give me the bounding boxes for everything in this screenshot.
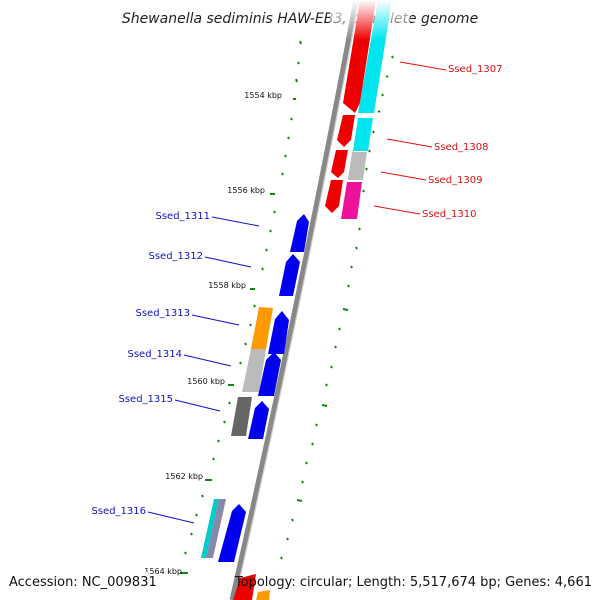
gene-block-ssed-1311 <box>290 214 309 252</box>
gene-block-ssed-1314 <box>258 352 281 396</box>
gene-block-ssed-1315-grey <box>231 397 252 436</box>
kbp-label-1560: 1560 kbp <box>187 377 225 386</box>
genome-backbone-highlight <box>234 0 360 600</box>
kbp-label-1558: 1558 kbp <box>208 281 246 290</box>
right-gene-labels <box>373 61 447 215</box>
top-fade <box>330 0 410 40</box>
gene-block-ssed-1308-cyan <box>353 118 373 151</box>
topology-text: Topology: circular; Length: 5,517,674 bp… <box>234 575 592 590</box>
kbp-label-1562: 1562 kbp <box>165 472 203 481</box>
gene-label-ssed-1309[interactable]: Ssed_1309 <box>428 175 483 186</box>
outer-tick-track <box>180 40 302 574</box>
gene-block-ssed-1313-orange <box>251 307 273 349</box>
gene-block-ssed-1308 <box>337 115 355 147</box>
gene-block-ssed-1309 <box>331 150 348 178</box>
footer-accession-bg <box>6 572 148 590</box>
kbp-label-1564: 1564 kbp <box>144 567 182 576</box>
gene-block-ssed-1316-cyan <box>201 499 219 558</box>
inner-tick-track <box>275 55 394 579</box>
reverse-strand-genes <box>201 214 309 562</box>
footer-topology-bg <box>258 572 598 590</box>
gene-block-ssed-1316-grey <box>206 499 226 558</box>
gene-label-ssed-1310[interactable]: Ssed_1310 <box>422 209 477 220</box>
gene-label-ssed-1315[interactable]: Ssed_1315 <box>118 394 173 405</box>
gene-label-ssed-1308[interactable]: Ssed_1308 <box>434 142 489 153</box>
genome-backbone <box>229 0 359 600</box>
gene-block-ssed-1316 <box>218 504 246 562</box>
kbp-label-1554: 1554 kbp <box>244 91 282 100</box>
gene-label-ssed-1307[interactable]: Ssed_1307 <box>448 64 503 75</box>
gene-block-ssed-1310-magenta <box>341 182 362 219</box>
gene-block-ssed-1309-grey <box>348 152 367 180</box>
kbp-label-1556: 1556 kbp <box>227 186 265 195</box>
genome-title: Shewanella sediminis HAW-EB3, complete g… <box>122 11 478 27</box>
left-gene-labels <box>147 216 260 524</box>
gene-block-ssed-1310 <box>325 180 343 213</box>
gene-label-ssed-1316[interactable]: Ssed_1316 <box>91 506 146 517</box>
gene-block-ssed-1315 <box>248 401 269 439</box>
gene-block-ssed-1312 <box>279 254 300 296</box>
gene-label-ssed-1312[interactable]: Ssed_1312 <box>148 251 203 262</box>
accession-text: Accession: NC_009831 <box>9 575 157 590</box>
gene-block-ssed-1314-grey <box>242 349 266 392</box>
gene-block-bottom-orange <box>256 590 270 600</box>
gene-block-bottom <box>233 574 256 600</box>
gene-label-ssed-1311[interactable]: Ssed_1311 <box>155 211 210 222</box>
forward-strand-genes <box>233 0 392 600</box>
gene-label-ssed-1313[interactable]: Ssed_1313 <box>135 308 190 319</box>
gene-label-ssed-1314[interactable]: Ssed_1314 <box>127 349 182 360</box>
gene-block-ssed-1313 <box>268 311 289 354</box>
